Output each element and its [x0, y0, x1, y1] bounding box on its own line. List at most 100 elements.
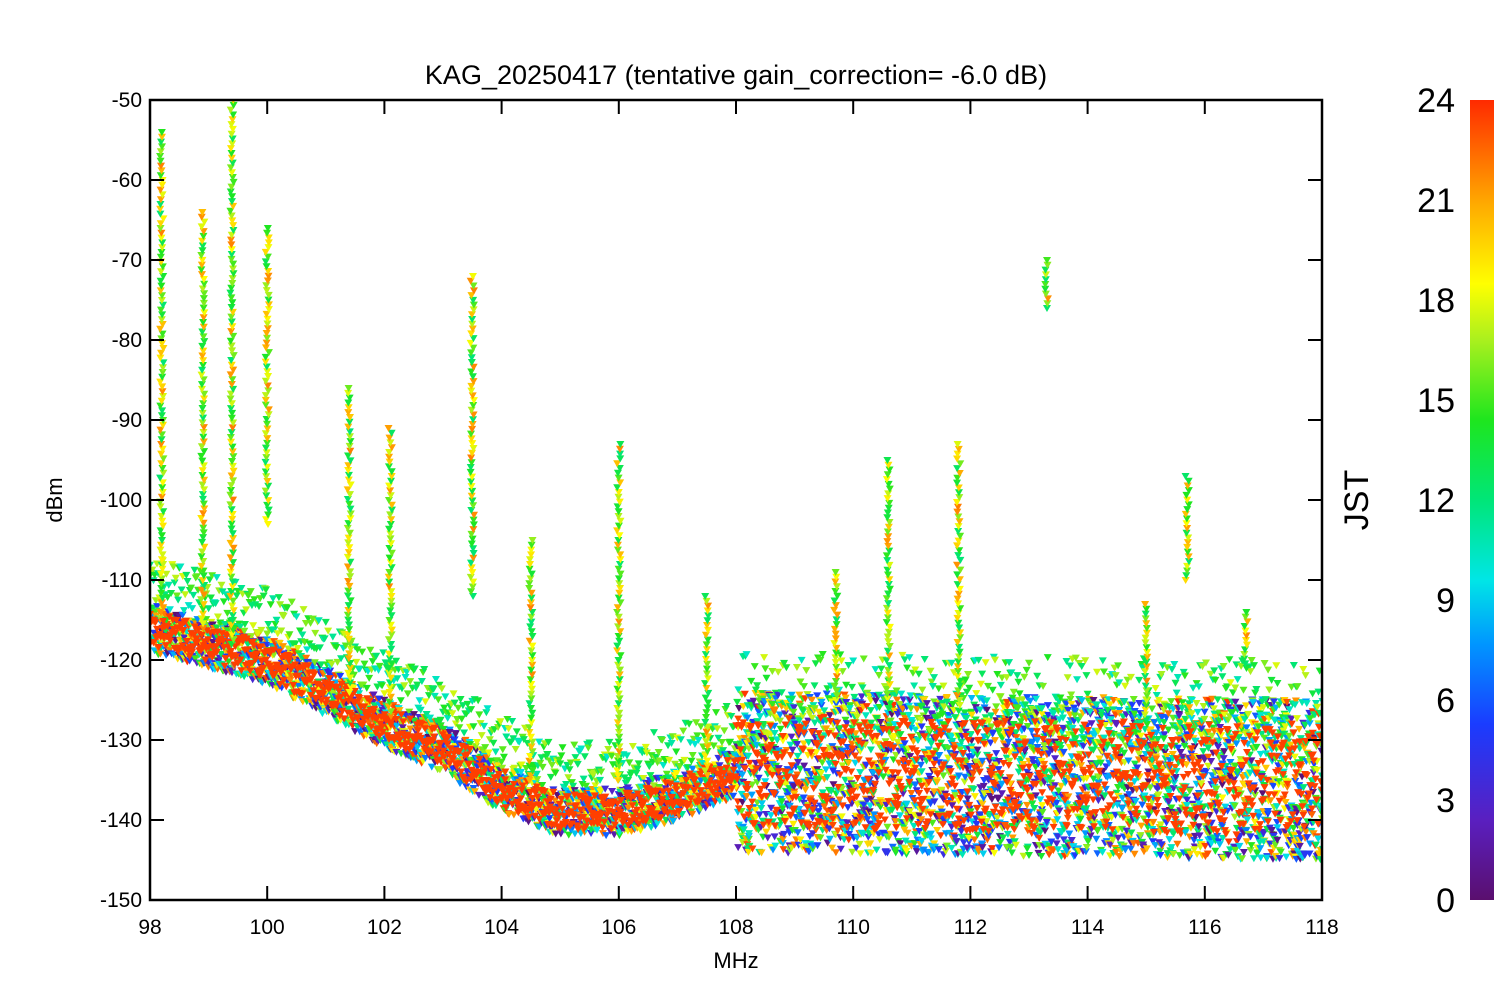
noise-point — [866, 746, 875, 754]
noise-point — [1022, 666, 1031, 674]
noise-point — [376, 737, 385, 745]
noise-point — [742, 793, 751, 801]
noise-point — [970, 793, 979, 801]
noise-point — [469, 723, 478, 731]
noise-point — [1138, 801, 1147, 809]
noise-point — [1098, 657, 1107, 665]
noise-point — [585, 739, 594, 747]
noise-point — [1033, 672, 1042, 680]
noise-point — [474, 697, 483, 705]
noise-point — [283, 604, 292, 612]
noise-point — [1092, 668, 1101, 676]
noise-point — [249, 622, 258, 630]
noise-point — [317, 661, 326, 669]
noise-point — [802, 667, 811, 675]
noise-point — [587, 830, 596, 838]
noise-point — [694, 736, 703, 744]
noise-point — [177, 586, 186, 594]
noise-point — [926, 667, 935, 675]
noise-point — [182, 571, 191, 579]
noise-point — [1077, 662, 1086, 670]
noise-point — [236, 623, 245, 631]
noise-point — [762, 674, 771, 682]
noise-point — [337, 655, 346, 663]
noise-point — [451, 730, 460, 738]
noise-point — [523, 739, 532, 747]
noise-point — [801, 786, 810, 794]
noise-point — [844, 662, 853, 670]
chart-title: KAG_20250417 (tentative gain_correction=… — [425, 60, 1047, 90]
noise-point — [223, 609, 232, 617]
noise-point — [153, 603, 162, 611]
noise-point — [570, 741, 579, 749]
noise-point — [584, 744, 593, 752]
noise-point — [1115, 853, 1124, 861]
noise-point — [712, 709, 721, 717]
noise-point — [556, 760, 565, 768]
noise-point — [786, 752, 795, 760]
noise-point — [628, 742, 637, 750]
noise-point — [719, 747, 728, 755]
noise-point — [270, 626, 279, 634]
noise-point — [379, 649, 388, 657]
noise-point — [279, 643, 288, 651]
noise-point — [536, 759, 545, 767]
noise-point — [400, 682, 409, 690]
noise-point — [299, 606, 308, 614]
noise-point — [517, 768, 526, 776]
noise-point — [206, 594, 215, 602]
noise-point — [502, 733, 511, 741]
noise-point — [1043, 654, 1052, 662]
noise-point — [537, 754, 546, 762]
noise-point — [336, 672, 345, 680]
noise-point — [481, 744, 490, 752]
noise-point — [713, 725, 722, 733]
noise-point — [647, 824, 656, 832]
noise-point — [692, 719, 701, 727]
noise-point — [577, 745, 586, 753]
noise-point — [987, 796, 996, 804]
noise-point — [914, 670, 923, 678]
noise-point — [672, 748, 681, 756]
noise-point — [445, 729, 454, 737]
noise-point — [672, 769, 681, 777]
noise-point — [485, 736, 494, 744]
noise-point — [217, 581, 226, 589]
noise-point — [410, 711, 419, 719]
noise-point — [208, 572, 217, 580]
noise-point — [164, 581, 173, 589]
noise-point — [460, 729, 469, 737]
noise-point — [362, 684, 371, 692]
noise-point — [874, 671, 883, 679]
noise-point — [562, 781, 571, 789]
noise-point — [1092, 835, 1101, 843]
noise-point — [1121, 682, 1130, 690]
noise-point — [204, 605, 213, 613]
noise-point — [366, 646, 375, 654]
noise-point — [435, 681, 444, 689]
noise-point — [512, 728, 521, 736]
noise-point — [209, 639, 218, 647]
noise-point — [421, 698, 430, 706]
noise-point — [879, 773, 888, 781]
noise-point — [489, 739, 498, 747]
noise-point — [466, 741, 475, 749]
noise-point — [398, 724, 407, 732]
noise-point — [891, 831, 900, 839]
noise-point — [652, 753, 661, 761]
noise-point — [641, 743, 650, 751]
noise-point — [581, 782, 590, 790]
noise-point — [591, 782, 600, 790]
noise-point — [1148, 705, 1157, 713]
noise-point — [179, 607, 188, 615]
noise-point — [284, 645, 293, 653]
noise-point — [217, 650, 226, 658]
noise-point — [776, 725, 785, 733]
noise-point — [517, 761, 526, 769]
noise-point — [727, 713, 736, 721]
noise-point — [740, 734, 749, 742]
noise-point — [910, 682, 919, 690]
noise-point — [875, 836, 884, 844]
noise-point — [646, 772, 655, 780]
noise-point — [625, 759, 634, 767]
